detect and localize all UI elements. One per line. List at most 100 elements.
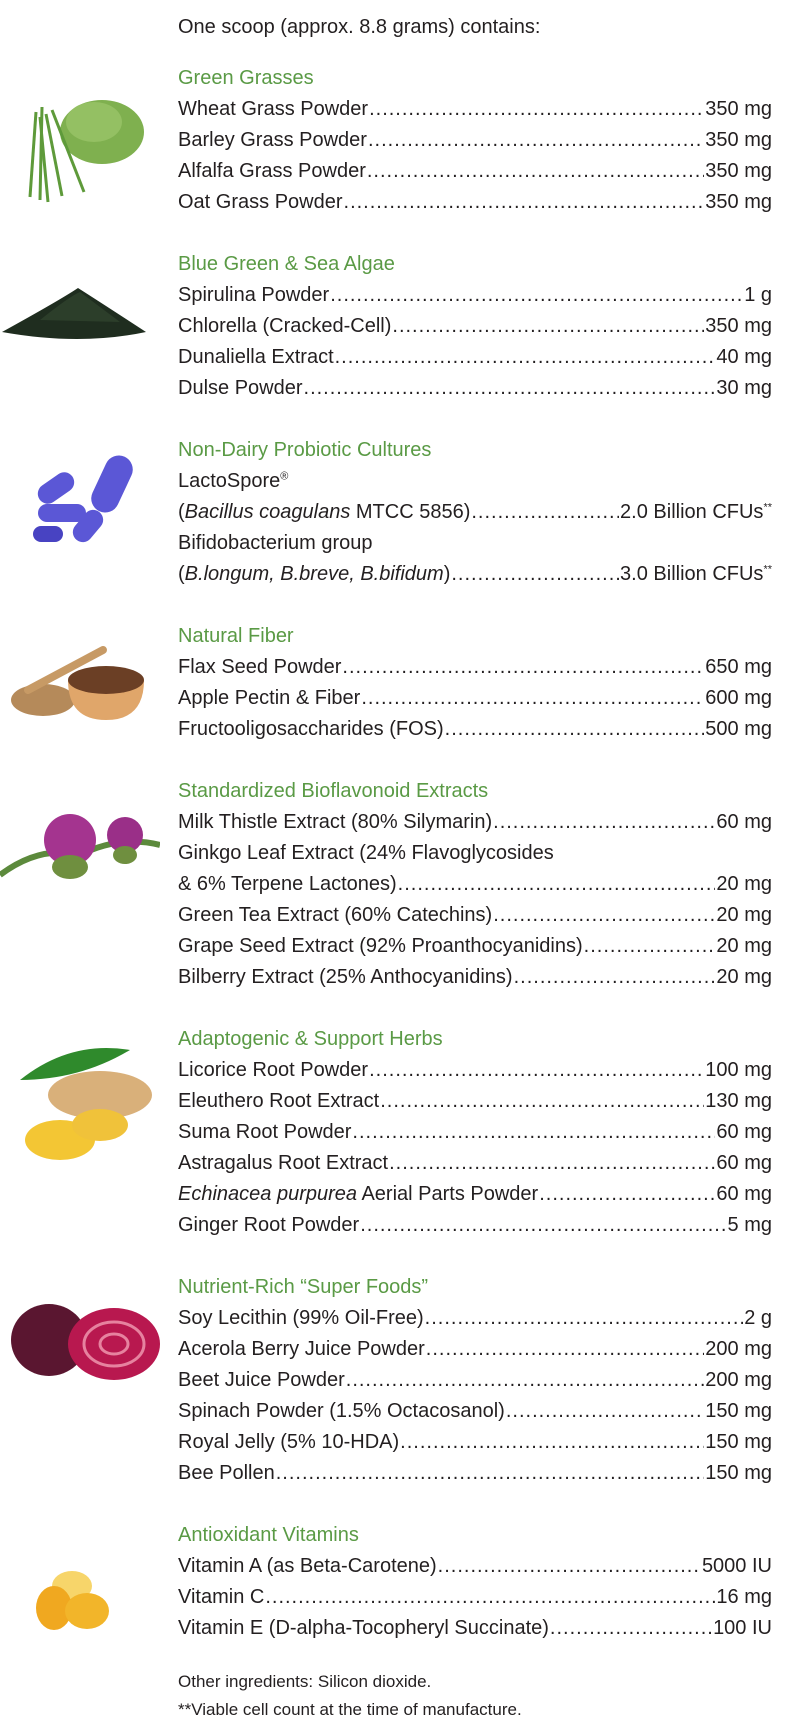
flax-seed-bowl-image — [11, 646, 144, 720]
ingredient-amount: 60 mg — [716, 1148, 772, 1179]
name-text: Bifidobacterium group — [178, 532, 373, 554]
name-text: Barley Grass Powder — [178, 129, 367, 151]
amount-text: 350 mg — [705, 160, 772, 182]
ingredient-section: Non-Dairy Probiotic Cultures LactoSpore® (… — [178, 435, 772, 590]
amount-text: 100 mg — [705, 1059, 772, 1081]
name-text: Flax Seed Powder — [178, 656, 342, 678]
ingredient-amount: 350 mg — [705, 311, 772, 342]
ingredient-row: Apple Pectin & Fiber 600 mg — [178, 683, 772, 714]
ingredient-row: Oat Grass Powder 350 mg — [178, 187, 772, 218]
ingredient-amount: 650 mg — [705, 652, 772, 683]
dot-leader — [380, 1086, 704, 1117]
ingredient-row: Wheat Grass Powder 350 mg — [178, 94, 772, 125]
dot-leader — [360, 1210, 726, 1241]
amount-text: 60 mg — [716, 1121, 772, 1143]
ingredient-amount: 350 mg — [705, 94, 772, 125]
amount-text: 350 mg — [705, 129, 772, 151]
amount-text: 150 mg — [705, 1431, 772, 1453]
ingredient-row: & 6% Terpene Lactones) 20 mg — [178, 869, 772, 900]
ingredient-amount: 1 g — [744, 280, 772, 311]
ingredient-row: Spinach Powder (1.5% Octacosanol) 150 mg — [178, 1396, 772, 1427]
ingredient-row: Acerola Berry Juice Powder 200 mg — [178, 1334, 772, 1365]
ingredient-name: Licorice Root Powder — [178, 1055, 368, 1086]
name-text: Acerola Berry Juice Powder — [178, 1338, 425, 1360]
amount-text: 350 mg — [705, 98, 772, 120]
amount-text: 20 mg — [716, 966, 772, 988]
amount-text: 20 mg — [716, 904, 772, 926]
amount-text: 200 mg — [705, 1338, 772, 1360]
section-title: Blue Green & Sea Algae — [178, 253, 395, 275]
amount-text: 2.0 Billion CFUs — [620, 501, 764, 523]
name-text: Apple Pectin & Fiber — [178, 687, 361, 709]
ingredient-row: Green Tea Extract (60% Catechins) 20 mg — [178, 900, 772, 931]
ingredient-row: Soy Lecithin (99% Oil-Free) 2 g — [178, 1303, 772, 1334]
ingredient-name: Spinach Powder (1.5% Octacosanol) — [178, 1396, 505, 1427]
dot-leader — [426, 1334, 705, 1365]
name-text: Dunaliella Extract — [178, 346, 334, 368]
name-italic: Bacillus coagulans — [184, 501, 351, 523]
ingredient-amount: 2.0 Billion CFUs** — [620, 497, 772, 528]
ingredient-amount: 60 mg — [716, 1179, 772, 1210]
name-suffix: ) — [443, 563, 451, 585]
amount-text: 40 mg — [716, 346, 772, 368]
ingredient-row: Barley Grass Powder 350 mg — [178, 125, 772, 156]
amount-text: 16 mg — [716, 1586, 772, 1608]
ingredient-row: Bifidobacterium group — [178, 528, 772, 559]
amount-text: 350 mg — [705, 315, 772, 337]
ingredient-amount: 40 mg — [716, 342, 772, 373]
ingredient-row: Vitamin C 16 mg — [178, 1582, 772, 1613]
ingredient-name: Beet Juice Powder — [178, 1365, 345, 1396]
name-prefix: ( — [178, 563, 185, 585]
name-text: Ginkgo Leaf Extract (24% Flavoglycosides — [178, 842, 554, 864]
ingredient-name: Bee Pollen — [178, 1458, 275, 1489]
ingredient-section: Antioxidant Vitamins Vitamin A (as Beta-C… — [178, 1520, 772, 1644]
ingredient-row: Bee Pollen 150 mg — [178, 1458, 772, 1489]
milk-thistle-flower-image — [0, 814, 160, 879]
ingredient-row: (B.longum, B.breve, B.bifidum) 3.0 Billi… — [178, 559, 772, 590]
amount-text: 30 mg — [716, 377, 772, 399]
name-text: Grape Seed Extract (92% Proanthocyanidin… — [178, 935, 583, 957]
ingredient-name: Suma Root Powder — [178, 1117, 351, 1148]
ingredient-name: Dunaliella Extract — [178, 342, 334, 373]
amount-text: 600 mg — [705, 687, 772, 709]
dot-leader — [346, 1365, 705, 1396]
name-text: Vitamin C — [178, 1586, 265, 1608]
name-text: Alfalfa Grass Powder — [178, 160, 366, 182]
section-title: Natural Fiber — [178, 625, 294, 647]
name-text: Bee Pollen — [178, 1462, 275, 1484]
amount-text: 60 mg — [716, 811, 772, 833]
ingredient-amount: 100 mg — [705, 1055, 772, 1086]
wheatgrass-powder-image — [28, 100, 144, 203]
name-text: & 6% Terpene Lactones) — [178, 873, 397, 895]
ingredient-name: Alfalfa Grass Powder — [178, 156, 366, 187]
name-text: Suma Root Powder — [178, 1121, 352, 1143]
ingredient-section: Standardized Bioflavonoid Extracts Milk T… — [178, 776, 772, 993]
amount-text: 100 IU — [713, 1617, 772, 1639]
name-text: Dulse Powder — [178, 377, 303, 399]
name-suffix: Aerial Parts Powder — [357, 1183, 539, 1205]
registered-mark: ® — [280, 470, 289, 483]
section-title: Non-Dairy Probiotic Cultures — [178, 439, 432, 461]
name-text: LactoSpore — [178, 470, 281, 492]
footnote-mark: ** — [763, 563, 772, 576]
ingredient-amount: 20 mg — [716, 962, 772, 993]
dot-leader — [438, 1551, 701, 1582]
dot-leader — [471, 497, 619, 528]
ingredient-amount: 150 mg — [705, 1458, 772, 1489]
ingredient-name: Chlorella (Cracked-Cell) — [178, 311, 391, 342]
ingredient-name: Oat Grass Powder — [178, 187, 343, 218]
dot-leader — [330, 280, 743, 311]
name-text: Royal Jelly (5% 10-HDA) — [178, 1431, 400, 1453]
ingredient-row: Royal Jelly (5% 10-HDA) 150 mg — [178, 1427, 772, 1458]
name-text: Wheat Grass Powder — [178, 98, 369, 120]
ingredient-amount: 350 mg — [705, 156, 772, 187]
ingredient-row: Echinacea purpurea Aerial Parts Powder 6… — [178, 1179, 772, 1210]
name-suffix: MTCC 5856) — [350, 501, 471, 523]
ingredient-row: Vitamin A (as Beta-Carotene) 5000 IU — [178, 1551, 772, 1582]
ingredient-name: Vitamin C — [178, 1582, 264, 1613]
amount-text: 1 g — [744, 284, 772, 306]
probiotic-bacteria-image — [33, 455, 133, 543]
ingredient-name: Green Tea Extract (60% Catechins) — [178, 900, 492, 931]
ingredient-amount: 130 mg — [705, 1086, 772, 1117]
ingredient-amount: 150 mg — [705, 1427, 772, 1458]
